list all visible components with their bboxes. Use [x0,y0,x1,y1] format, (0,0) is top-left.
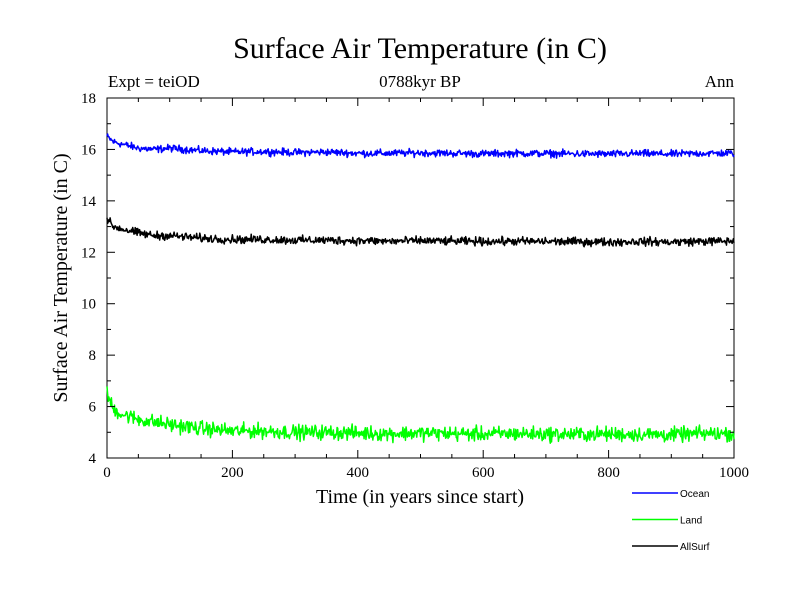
legend-label-allsurf: AllSurf [680,542,710,553]
season-label: Ann [705,72,735,91]
chart-subtitle: 0788kyr BP [379,72,461,91]
y-tick-label: 16 [81,142,97,158]
x-tick-label: 200 [221,465,244,481]
series-line-ocean [106,133,735,159]
legend-label-land: Land [680,516,702,527]
y-axis-label: Surface Air Temperature (in C) [50,153,72,402]
y-tick-label: 4 [89,451,97,467]
x-tick-label: 800 [597,465,620,481]
y-tick-label: 18 [81,91,96,107]
series-line-land [106,386,735,444]
x-tick-label: 400 [347,465,370,481]
series-layer [106,133,735,444]
chart-title: Surface Air Temperature (in C) [233,32,607,65]
x-tick-label: 1000 [719,465,749,481]
x-tick-label: 600 [472,465,495,481]
x-tick-label: 0 [103,465,111,481]
legend-label-ocean: Ocean [680,489,709,500]
legend: Ocean Land AllSurf [632,489,710,553]
x-axis-label: Time (in years since start) [316,486,524,508]
axis-ticks: 0 200 400 600 800 1000 4 6 8 10 12 14 16 18 [81,91,749,481]
y-tick-label: 10 [81,297,96,313]
y-tick-label: 8 [89,348,97,364]
y-tick-label: 6 [89,400,97,416]
y-tick-label: 14 [81,194,97,210]
experiment-label: Expt = teiOD [108,72,200,91]
y-tick-label: 12 [81,245,96,261]
series-line-allsurf [106,217,735,248]
